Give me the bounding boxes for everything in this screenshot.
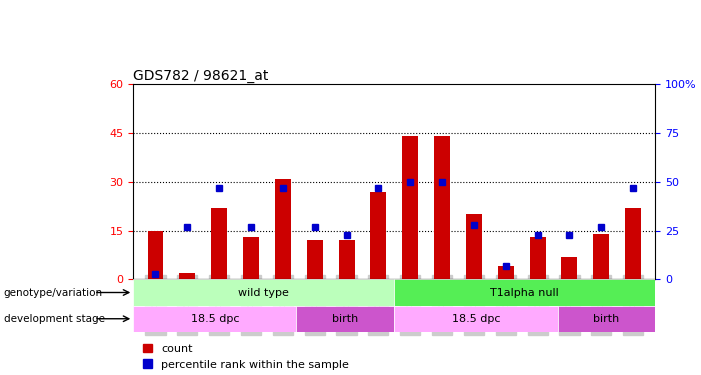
- Bar: [133, 306, 297, 332]
- Bar: [593, 234, 609, 279]
- Bar: [339, 240, 355, 279]
- Bar: [133, 279, 395, 306]
- Text: 18.5 dpc: 18.5 dpc: [451, 314, 500, 324]
- Bar: [307, 240, 322, 279]
- Bar: [395, 306, 557, 332]
- Bar: [498, 266, 514, 279]
- Text: development stage: development stage: [4, 314, 104, 324]
- Bar: [530, 237, 545, 279]
- Bar: [297, 306, 395, 332]
- Bar: [434, 136, 450, 279]
- Bar: [179, 273, 196, 279]
- Bar: [211, 208, 227, 279]
- Text: birth: birth: [593, 314, 620, 324]
- Text: GDS782 / 98621_at: GDS782 / 98621_at: [133, 69, 268, 83]
- Bar: [370, 192, 386, 279]
- Bar: [402, 136, 418, 279]
- Bar: [395, 279, 655, 306]
- Bar: [557, 306, 655, 332]
- Text: 18.5 dpc: 18.5 dpc: [191, 314, 239, 324]
- Text: T1alpha null: T1alpha null: [491, 288, 559, 297]
- Text: genotype/variation: genotype/variation: [4, 288, 102, 297]
- Bar: [466, 214, 482, 279]
- Text: wild type: wild type: [238, 288, 290, 297]
- Bar: [243, 237, 259, 279]
- Bar: [562, 256, 578, 279]
- Text: birth: birth: [332, 314, 358, 324]
- Legend: count, percentile rank within the sample: count, percentile rank within the sample: [139, 339, 353, 374]
- Bar: [147, 231, 163, 279]
- Bar: [275, 178, 291, 279]
- Bar: [625, 208, 641, 279]
